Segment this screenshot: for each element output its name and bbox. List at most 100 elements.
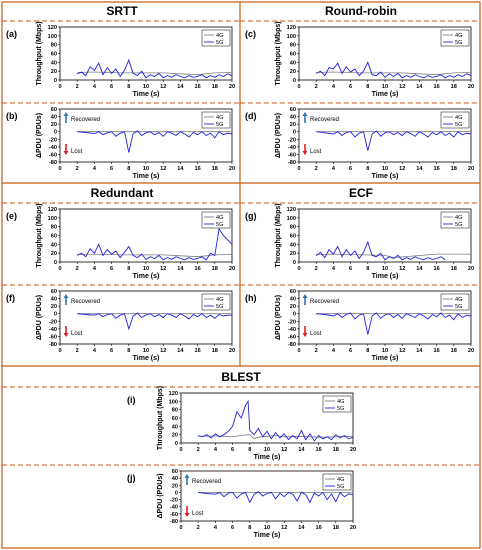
x-tick-label-f: 20 [229, 348, 235, 354]
y-tick-label-e: 0 [54, 260, 57, 266]
y-tick-label-c: 120 [287, 25, 296, 31]
x-tick-label-h: 8 [366, 348, 369, 354]
x-tick-label-f: 14 [177, 348, 184, 354]
x-tick-label-i: 16 [315, 447, 321, 453]
y-tick-label-a: 100 [48, 34, 57, 40]
x-tick-label-a: 2 [76, 84, 79, 90]
x-tick-label-b: 16 [194, 166, 200, 172]
y-tick-label-c: 40 [290, 60, 296, 66]
y-tick-label-j: 20 [172, 483, 178, 489]
y-tick-label-b: -40 [49, 145, 57, 151]
legend-label-4g-g: 4G [455, 215, 462, 221]
y-tick-label-e: 80 [51, 225, 57, 231]
x-tick-label-d: 10 [382, 166, 388, 172]
x-tick-label-b: 2 [76, 166, 79, 172]
x-tick-label-b: 10 [143, 166, 149, 172]
x-axis-label-b: Time (s) [133, 173, 160, 180]
x-tick-label-b: 12 [160, 166, 166, 172]
x-tick-label-i: 2 [197, 447, 200, 453]
panel-letter-c: (c) [245, 29, 256, 39]
panel-f: 0 2 4 6 8 10 12 14 16 18 206040200-20-40-60-80Time… [6, 289, 235, 362]
y-tick-label-a: 120 [48, 25, 57, 31]
y-tick-label-b: -20 [49, 137, 57, 143]
legend-label-5g-a: 5G [216, 40, 223, 46]
recovered-arrow-head-b [63, 112, 69, 116]
x-tick-label-c: 16 [433, 84, 439, 90]
panel-letter-a: (a) [6, 29, 17, 39]
legend-label-5g-e: 5G [216, 222, 223, 228]
panel-letter-d: (d) [245, 111, 257, 121]
x-tick-label-g: 2 [315, 266, 318, 272]
y-tick-label-f: 60 [51, 289, 57, 295]
y-tick-label-d: 0 [293, 130, 296, 136]
panel-h: 0 2 4 6 8 10 12 14 16 18 206040200-20-40-60-80Time… [245, 289, 474, 362]
recovered-arrow-head-j [184, 474, 190, 478]
x-tick-label-a: 18 [212, 84, 218, 90]
x-tick-label-f: 4 [93, 348, 97, 354]
y-tick-label-b: 40 [51, 115, 57, 121]
x-tick-label-c: 18 [451, 84, 457, 90]
y-tick-label-d: -60 [288, 152, 296, 158]
legend-label-5g-i: 5G [337, 406, 344, 412]
y-axis-label-b: ΔPDU (PDUs) [36, 113, 43, 158]
y-tick-label-g: 20 [290, 251, 296, 257]
x-tick-label-i: 4 [214, 447, 218, 453]
section-title-redundant: Redundant [91, 186, 154, 200]
x-tick-label-c: 10 [382, 84, 388, 90]
panel-d: 0 2 4 6 8 10 12 14 16 18 206040200-20-40-60-80Time… [245, 107, 474, 180]
y-tick-label-d: -40 [288, 145, 296, 151]
y-tick-label-g: 0 [293, 260, 296, 266]
y-tick-label-f: -20 [49, 319, 57, 325]
x-tick-label-i: 10 [264, 447, 270, 453]
panel-letter-h: (h) [245, 293, 257, 303]
legend-label-4g-b: 4G [216, 115, 223, 121]
section-titles: SRTT Round-robin Redundant ECF BLEST [91, 4, 397, 384]
x-tick-label-a: 4 [93, 84, 97, 90]
x-tick-label-a: 6 [110, 84, 113, 90]
x-tick-label-d: 18 [451, 166, 457, 172]
x-tick-label-g: 0 [297, 266, 300, 272]
x-tick-label-g: 16 [433, 266, 439, 272]
x-tick-label-i: 14 [298, 447, 305, 453]
x-axis-label-g: Time (s) [372, 273, 399, 280]
lost-arrow-head-d [302, 151, 308, 155]
x-tick-label-e: 0 [58, 266, 61, 272]
section-title-srtt: SRTT [106, 4, 138, 18]
y-tick-label-g: 40 [290, 242, 296, 248]
x-tick-label-j: 0 [179, 525, 182, 531]
lost-arrow-head-h [302, 333, 308, 337]
y-tick-label-c: 100 [287, 34, 296, 40]
x-tick-label-f: 12 [160, 348, 166, 354]
y-tick-label-i: 60 [172, 416, 178, 422]
lost-label-h: Lost [310, 331, 322, 337]
y-tick-label-j: -60 [170, 512, 178, 518]
panel-b: 0 2 4 6 8 10 12 14 16 18 206040200-20-40-60-80Time… [6, 107, 235, 180]
x-tick-label-e: 12 [160, 266, 166, 272]
lost-label-b: Lost [71, 149, 83, 155]
y-axis-label-j: ΔPDU (PDUs) [157, 473, 164, 518]
x-tick-label-c: 8 [366, 84, 369, 90]
x-tick-label-c: 4 [332, 84, 336, 90]
y-tick-label-a: 40 [51, 60, 57, 66]
recovered-arrow-head-h [302, 294, 308, 298]
lost-label-d: Lost [310, 149, 322, 155]
x-tick-label-h: 12 [399, 348, 405, 354]
series-4g-line-g [316, 253, 471, 259]
x-axis-label-a: Time (s) [133, 91, 160, 98]
panel-i: 0 2 4 6 8 10 12 14 16 18 20 0 20 40 60 80 100 120 Time (s)… [127, 386, 356, 461]
x-tick-label-b: 18 [212, 166, 218, 172]
x-tick-label-c: 20 [468, 84, 474, 90]
legend-label-5g-d: 5G [455, 122, 462, 128]
x-tick-label-d: 4 [332, 166, 336, 172]
recovered-label-b: Recovered [71, 117, 100, 123]
x-tick-label-a: 0 [58, 84, 61, 90]
x-tick-label-h: 6 [349, 348, 352, 354]
y-tick-label-i: 80 [172, 408, 178, 414]
y-tick-label-f: 40 [51, 297, 57, 303]
x-tick-label-e: 20 [229, 266, 235, 272]
x-tick-label-g: 20 [468, 266, 474, 272]
x-tick-label-i: 6 [231, 447, 234, 453]
x-tick-label-c: 14 [416, 84, 423, 90]
x-tick-label-h: 16 [433, 348, 439, 354]
